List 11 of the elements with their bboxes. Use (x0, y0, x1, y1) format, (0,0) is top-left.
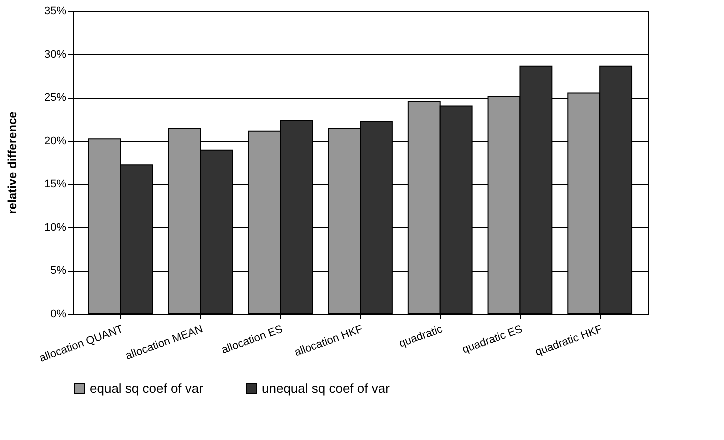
y-axis-title: relative difference (5, 111, 20, 214)
y-tick-label: 15% (44, 178, 67, 191)
y-tick-label: 30% (44, 48, 67, 61)
y-tick-label: 35% (44, 6, 67, 18)
y-tick-label: 20% (44, 135, 67, 148)
y-tick-label: 25% (44, 92, 67, 104)
y-tick-label: 5% (50, 265, 67, 278)
y-tick-label: 0% (50, 308, 67, 320)
y-tick-label: 10% (44, 222, 67, 234)
legend-label: equal sq coef of var (90, 380, 204, 396)
legend-label: unequal sq coef of var (262, 380, 391, 396)
